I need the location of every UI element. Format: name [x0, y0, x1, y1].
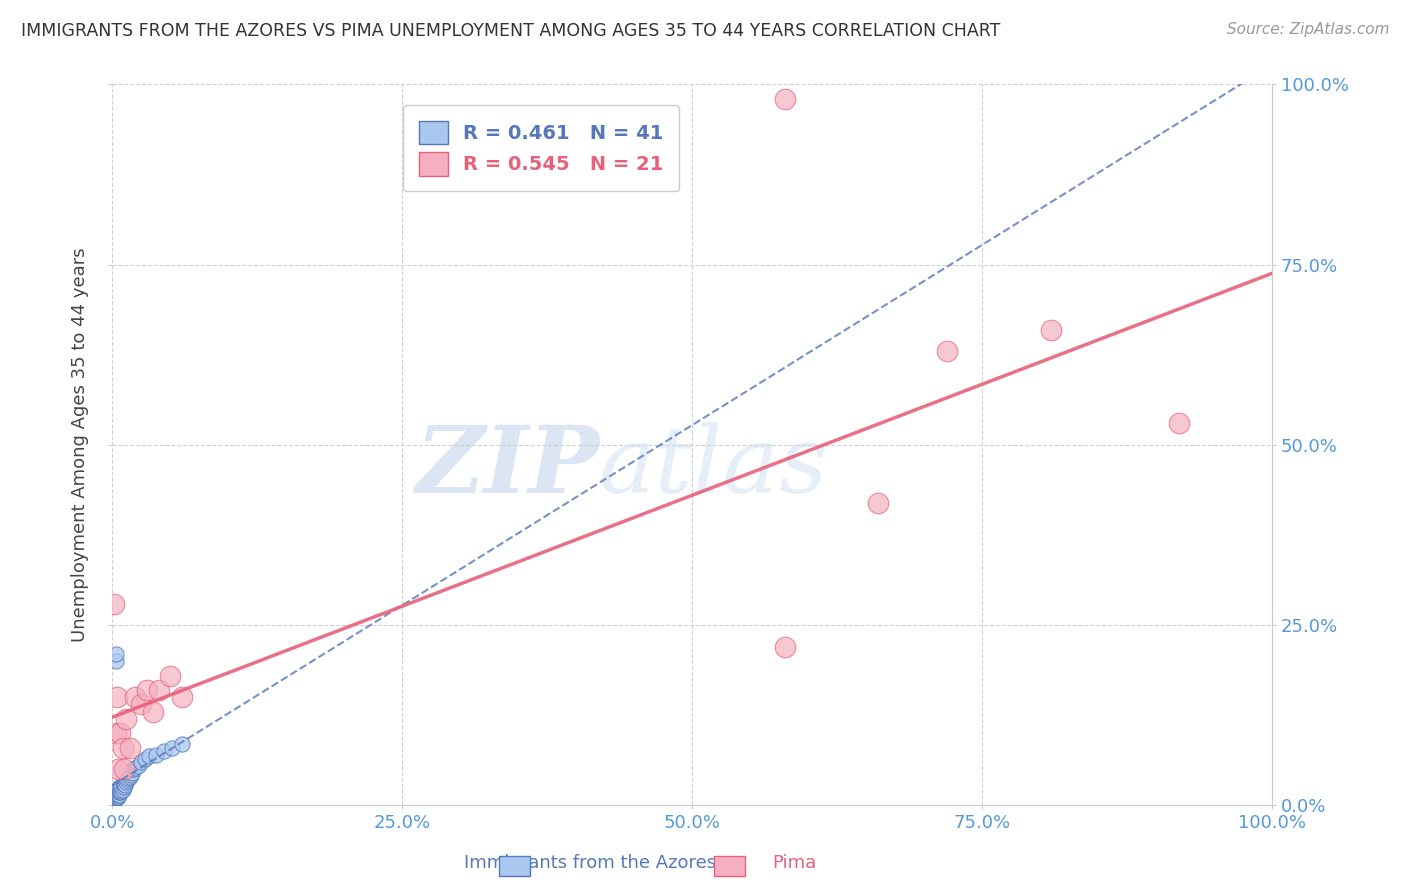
- Point: [117, 771, 139, 785]
- Point: [105, 791, 128, 805]
- Point: [124, 761, 146, 775]
- Point: [866, 495, 889, 509]
- Point: [110, 726, 132, 740]
- Text: IMMIGRANTS FROM THE AZORES VS PIMA UNEMPLOYMENT AMONG AGES 35 TO 44 YEARS CORREL: IMMIGRANTS FROM THE AZORES VS PIMA UNEMP…: [21, 22, 1001, 40]
- Point: [112, 780, 135, 795]
- Point: [104, 726, 127, 740]
- Point: [108, 785, 131, 799]
- Point: [105, 789, 128, 804]
- Legend: R = 0.461   N = 41, R = 0.545   N = 21: R = 0.461 N = 41, R = 0.545 N = 21: [404, 105, 679, 191]
- Point: [170, 690, 193, 705]
- Point: [103, 795, 125, 809]
- Point: [129, 698, 152, 712]
- Text: atlas: atlas: [599, 422, 828, 511]
- Point: [111, 782, 134, 797]
- Point: [1168, 417, 1191, 431]
- Point: [170, 737, 193, 751]
- Point: [127, 758, 149, 772]
- Point: [104, 647, 127, 661]
- Point: [107, 784, 129, 798]
- Point: [153, 744, 176, 758]
- Point: [1040, 322, 1063, 336]
- Point: [138, 749, 160, 764]
- Point: [124, 690, 146, 705]
- Point: [107, 788, 129, 802]
- Point: [115, 773, 138, 788]
- Point: [145, 747, 167, 762]
- Point: [129, 755, 152, 769]
- Point: [122, 762, 145, 776]
- Point: [115, 712, 138, 726]
- Text: ZIP: ZIP: [415, 422, 599, 511]
- Point: [111, 740, 134, 755]
- Text: Source: ZipAtlas.com: Source: ZipAtlas.com: [1226, 22, 1389, 37]
- Point: [107, 789, 129, 804]
- Point: [142, 705, 165, 719]
- Point: [104, 791, 127, 805]
- Point: [105, 690, 128, 705]
- Text: Immigrants from the Azores: Immigrants from the Azores: [464, 854, 717, 871]
- Point: [110, 784, 132, 798]
- Point: [114, 778, 136, 792]
- Point: [104, 791, 127, 805]
- Point: [148, 683, 170, 698]
- Point: [108, 788, 131, 802]
- Point: [107, 762, 129, 776]
- Text: Pima: Pima: [772, 854, 817, 871]
- Point: [108, 780, 131, 795]
- Point: [134, 751, 156, 765]
- Point: [118, 770, 141, 784]
- Point: [105, 788, 128, 802]
- Y-axis label: Unemployment Among Ages 35 to 44 years: Unemployment Among Ages 35 to 44 years: [72, 248, 89, 642]
- Point: [136, 683, 159, 698]
- Point: [112, 777, 135, 791]
- Point: [103, 597, 125, 611]
- Point: [115, 775, 138, 789]
- Point: [110, 780, 132, 795]
- Point: [936, 344, 959, 359]
- Point: [159, 668, 181, 682]
- Point: [110, 782, 132, 797]
- Point: [112, 762, 135, 776]
- Point: [773, 640, 796, 654]
- Point: [110, 785, 132, 799]
- Point: [103, 792, 125, 806]
- Point: [118, 740, 141, 755]
- Point: [773, 92, 796, 106]
- Point: [104, 791, 127, 805]
- Point: [107, 785, 129, 799]
- Point: [162, 740, 184, 755]
- Point: [121, 766, 143, 780]
- Point: [104, 654, 127, 668]
- Point: [120, 768, 142, 782]
